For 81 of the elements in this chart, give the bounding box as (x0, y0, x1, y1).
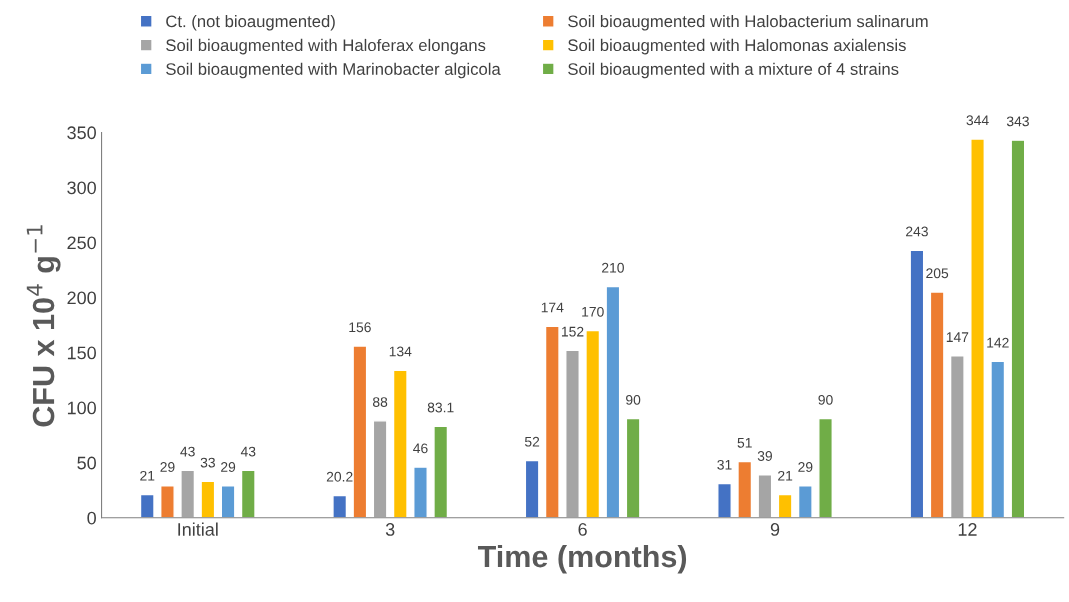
bar (585, 329, 601, 518)
data-label: 90 (818, 394, 833, 405)
bar (797, 485, 813, 518)
bar (240, 469, 256, 518)
data-label: 83.1 (427, 402, 454, 413)
bar (777, 493, 793, 518)
data-label: 134 (389, 346, 412, 357)
bar (352, 345, 368, 518)
y-tick-label: 200 (67, 291, 96, 305)
bar (565, 349, 580, 518)
x-tick-label: 3 (385, 523, 395, 536)
data-label: 20.2 (326, 471, 353, 482)
data-label: 147 (946, 332, 969, 342)
data-label: 52 (524, 436, 540, 447)
bar (392, 369, 408, 518)
data-label: 174 (541, 302, 564, 313)
data-label: 29 (160, 462, 175, 472)
y-tick-label: 300 (67, 181, 96, 195)
x-tick-label: Initial (178, 522, 218, 536)
legend-label: Soil bioaugmented with a mixture of 4 strains (568, 62, 899, 79)
legend-label: Soil bioaugmented with Halomonas axialensis (568, 38, 906, 55)
data-label: 33 (200, 457, 215, 468)
data-label: 343 (1006, 116, 1029, 127)
bar (929, 291, 945, 518)
bar (605, 285, 621, 518)
data-label: 31 (717, 459, 732, 470)
bar (970, 138, 985, 518)
bar (1010, 139, 1026, 518)
bar (757, 474, 773, 518)
bar (625, 417, 641, 518)
y-tick-label: 150 (67, 346, 96, 360)
data-label: 142 (987, 337, 1009, 348)
bar (544, 325, 560, 518)
data-label: 170 (582, 306, 604, 317)
bar (160, 485, 175, 518)
x-axis-title: Time (months) (477, 544, 687, 574)
x-tick-label: 9 (770, 523, 780, 536)
data-label: 205 (926, 268, 949, 279)
data-label: 152 (561, 326, 584, 337)
bar (139, 493, 155, 518)
data-label: 243 (906, 226, 928, 237)
data-label: 39 (757, 451, 772, 461)
data-label: 210 (602, 262, 624, 273)
bar (909, 249, 925, 518)
bar (990, 360, 1006, 518)
data-label: 344 (966, 115, 989, 126)
data-label: 21 (778, 470, 793, 481)
data-label: 156 (349, 322, 371, 333)
bar (180, 469, 196, 518)
x-tick-label: 12 (958, 523, 977, 536)
bar (220, 485, 236, 518)
bar (200, 480, 216, 518)
data-label: 43 (180, 446, 195, 457)
y-tick-label: 250 (67, 236, 96, 250)
bar (433, 425, 449, 518)
legend-label: Soil bioaugmented with Haloferax elongans (166, 38, 486, 55)
y-axis-title: CFU x 10$^{4}$ g$^{−1}$ (26, 225, 61, 427)
y-tick-label: 350 (67, 126, 96, 140)
data-label: 46 (413, 443, 428, 454)
bar (818, 417, 833, 518)
bar (413, 466, 428, 518)
bar (332, 494, 348, 518)
legend-label: Soil bioaugmented with Halobacterium salinarum (568, 15, 928, 31)
data-label: 88 (372, 397, 388, 407)
y-tick-label: 0 (87, 511, 96, 525)
data-label: 29 (221, 462, 236, 472)
data-label: 43 (240, 446, 256, 457)
data-label: 29 (798, 462, 813, 472)
y-tick-label: 100 (67, 401, 96, 415)
data-label: 90 (626, 394, 641, 405)
y-tick-label: 50 (77, 456, 96, 470)
bar (949, 355, 965, 518)
legend-label: Soil bioaugmented with Marinobacter algicola (166, 62, 501, 79)
legend-label: Ct. (not bioaugmented) (166, 15, 335, 31)
x-tick-label: 6 (578, 523, 587, 536)
bar (737, 460, 753, 518)
bar (524, 459, 540, 518)
data-label: 21 (140, 470, 155, 481)
data-label: 51 (737, 438, 752, 448)
bar (372, 420, 388, 518)
bar (717, 482, 732, 518)
